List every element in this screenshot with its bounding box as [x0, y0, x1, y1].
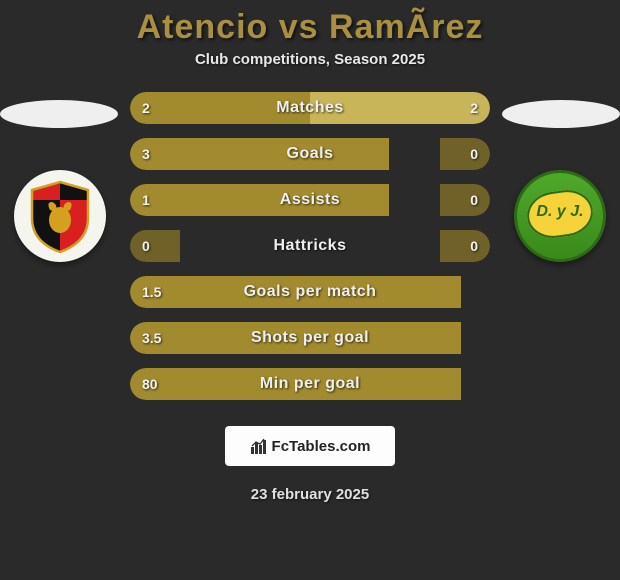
stat-row: 30Goals	[130, 138, 490, 170]
stat-label: Matches	[130, 92, 490, 124]
brand-text: FcTables.com	[272, 438, 371, 455]
stat-label: Goals per match	[130, 276, 490, 308]
stats-list: 22Matches 30Goals 10Assists 00Hattricks 1.5G…	[130, 92, 490, 414]
logo-right-text: D. y J.	[517, 203, 603, 221]
stat-label: Hattricks	[130, 230, 490, 262]
right-player-ellipse	[502, 100, 620, 128]
page-subtitle: Club competitions, Season 2025	[195, 51, 425, 68]
left-player-ellipse	[0, 100, 118, 128]
stat-label: Assists	[130, 184, 490, 216]
right-player-column: D. y J.	[500, 100, 620, 400]
stat-row: 00Hattricks	[130, 230, 490, 262]
stat-label: Min per goal	[130, 368, 490, 400]
left-club-logo	[14, 170, 106, 262]
stat-row: 3.5Shots per goal	[130, 322, 490, 354]
stat-row: 1.5Goals per match	[130, 276, 490, 308]
stat-row: 22Matches	[130, 92, 490, 124]
stat-label: Shots per goal	[130, 322, 490, 354]
stat-label: Goals	[130, 138, 490, 170]
brand-box[interactable]: FcTables.com	[225, 426, 395, 466]
right-club-logo: D. y J.	[514, 170, 606, 262]
left-player-column	[0, 100, 120, 400]
page-title: Atencio vs RamÃrez	[137, 8, 484, 47]
stat-row: 10Assists	[130, 184, 490, 216]
stat-row: 80Min per goal	[130, 368, 490, 400]
chart-icon	[250, 437, 268, 455]
shield-icon	[26, 180, 94, 254]
date-label: 23 february 2025	[251, 486, 369, 503]
